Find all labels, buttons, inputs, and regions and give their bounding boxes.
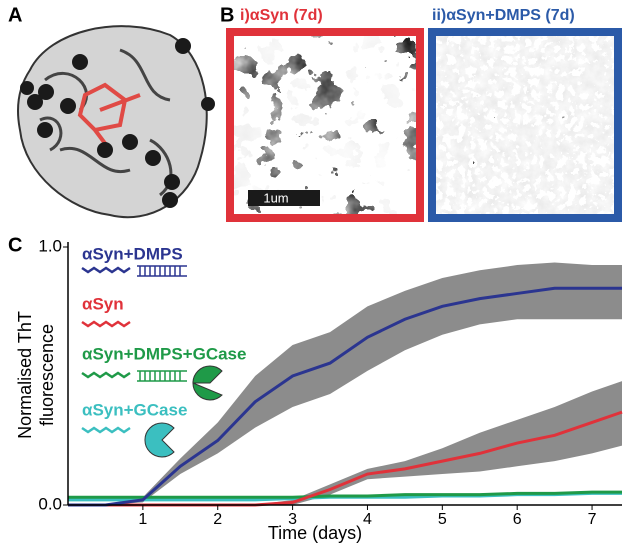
micrograph: [432, 32, 618, 218]
figure: A B i)αSyn (7d) ii)αSyn+DMPS (7d) 1um C …: [0, 0, 625, 546]
protein-structure: [18, 26, 215, 217]
legend-label: αSyn+DMPS: [82, 244, 183, 263]
legend-label: αSyn: [82, 294, 124, 313]
x-tick-label: 6: [513, 511, 522, 528]
x-tick-label: 1: [138, 511, 147, 528]
x-axis-label: Time (days): [268, 523, 362, 543]
x-tick-label: 4: [363, 511, 372, 528]
y-axis-label: Normalised ThT: [15, 311, 35, 439]
y-axis-label: fluorescence: [37, 324, 57, 426]
x-tick-label: 2: [213, 511, 222, 528]
gcase-icon: [193, 366, 222, 400]
image-title: i)αSyn (7d): [240, 7, 323, 24]
data-line: [68, 288, 622, 505]
image-title: ii)αSyn+DMPS (7d): [432, 7, 575, 24]
legend-label: αSyn+GCase: [82, 400, 187, 419]
panel-label: A: [8, 4, 22, 26]
gcase-icon: [145, 423, 174, 457]
panel-label: B: [220, 4, 234, 26]
x-tick-label: 7: [588, 511, 597, 528]
panel-label: C: [8, 234, 22, 256]
y-tick-label: 0.0: [38, 494, 62, 513]
legend-label: αSyn+DMPS+GCase: [82, 344, 246, 363]
y-tick-label: 1.0: [38, 236, 62, 255]
error-band: [68, 262, 622, 505]
scale-bar-label: 1um: [263, 190, 288, 205]
x-tick-label: 5: [438, 511, 447, 528]
